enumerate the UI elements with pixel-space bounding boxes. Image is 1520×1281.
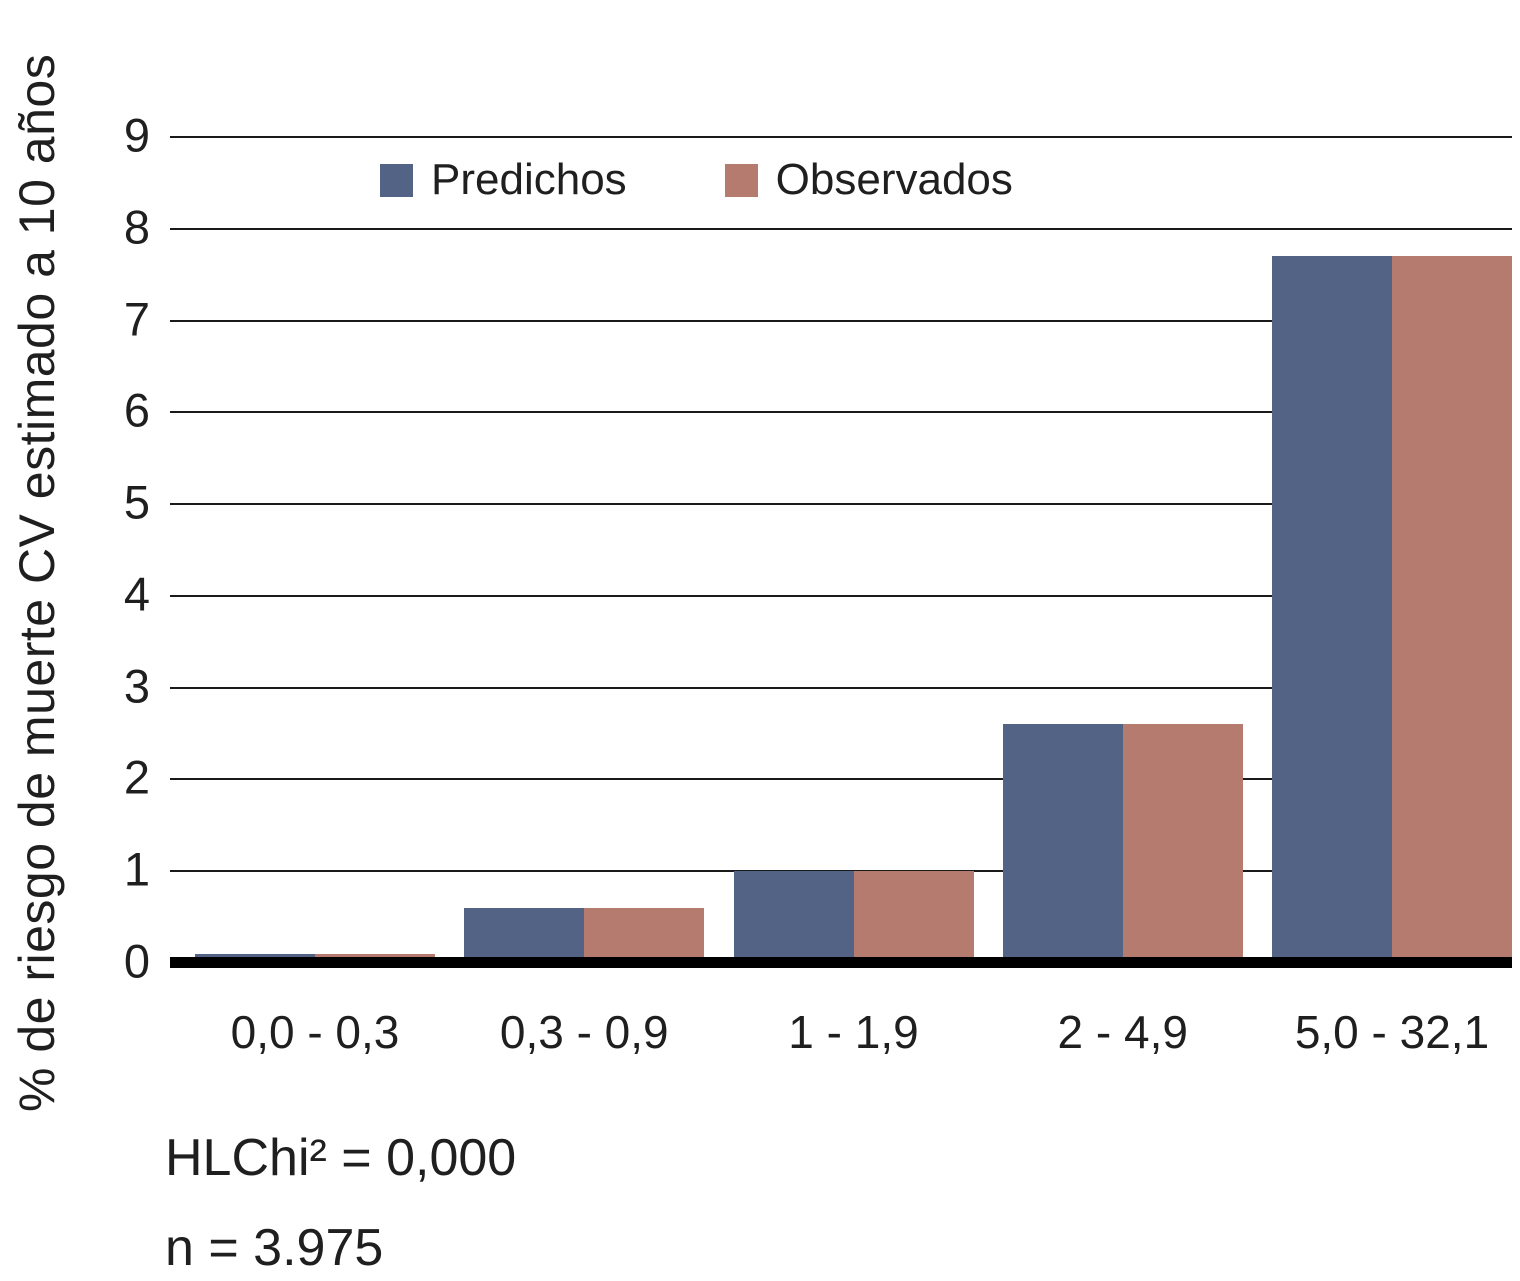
bar-predichos-5 xyxy=(1272,256,1392,963)
legend: Predichos Observados xyxy=(380,155,1013,205)
legend-label-observados: Observados xyxy=(775,155,1013,204)
gridline-y8 xyxy=(170,227,1512,230)
bar-predichos-2 xyxy=(464,907,585,963)
y-tick-label-0: 0 xyxy=(123,934,150,988)
y-tick-label-7: 7 xyxy=(123,291,150,345)
legend-swatch-predichos xyxy=(380,163,413,197)
bar-group-1: 0,0 - 0,3 xyxy=(195,137,435,1058)
gridline-y2 xyxy=(170,778,1512,781)
annotation-n: n = 3.975 xyxy=(165,1219,384,1277)
bar-observados-3 xyxy=(853,871,974,963)
gridline-y5 xyxy=(170,503,1512,506)
y-axis-title: % de riesgo de muerte CV estimado a 10 a… xyxy=(9,53,65,1112)
bar-observados-2 xyxy=(584,907,705,963)
annotation-hlchi: HLChi² = 0,000 xyxy=(165,1129,517,1187)
y-tick-label-8: 8 xyxy=(123,200,150,254)
x-axis-label-3: 1 - 1,9 xyxy=(788,1006,919,1058)
x-axis-line xyxy=(170,957,1512,968)
bar-groups: 0,0 - 0,3 0,3 - 0,9 1 - 1,9 2 - 4,9 5,0 - 32… xyxy=(170,137,1512,1058)
gridline-y7 xyxy=(170,319,1512,322)
bar-predichos-4 xyxy=(1002,724,1123,963)
x-axis-label-4: 2 - 4,9 xyxy=(1057,1006,1188,1058)
gridline-y4 xyxy=(170,594,1512,597)
legend-item-observados: Observados xyxy=(724,155,1013,205)
y-tick-label-2: 2 xyxy=(123,750,150,804)
bar-predichos-3 xyxy=(733,871,854,963)
bar-group-3: 1 - 1,9 xyxy=(733,137,974,1058)
x-axis-label-5: 5,0 - 32,1 xyxy=(1294,1006,1490,1058)
y-tick-label-6: 6 xyxy=(123,383,150,437)
y-tick-label-9: 9 xyxy=(123,108,150,162)
gridline-y1 xyxy=(170,870,1512,873)
gridline-y9 xyxy=(170,136,1512,138)
bar-group-5: 5,0 - 32,1 xyxy=(1272,137,1512,1058)
y-tick-label-4: 4 xyxy=(123,567,150,621)
y-tick-label-1: 1 xyxy=(123,842,150,896)
gridline-y3 xyxy=(170,686,1512,689)
x-axis-label-1: 0,0 - 0,3 xyxy=(230,1006,400,1058)
bar-observados-5 xyxy=(1392,256,1512,963)
gridline-y6 xyxy=(170,411,1512,414)
x-axis-label-2: 0,3 - 0,9 xyxy=(499,1006,669,1058)
bar-observados-4 xyxy=(1122,724,1243,963)
bar-group-2: 0,3 - 0,9 xyxy=(464,137,705,1058)
bar-group-4: 2 - 4,9 xyxy=(1002,137,1243,1058)
y-tick-label-3: 3 xyxy=(123,658,150,712)
legend-item-predichos: Predichos xyxy=(380,155,627,205)
legend-swatch-observados xyxy=(724,163,758,197)
y-tick-label-5: 5 xyxy=(123,475,150,529)
plot-area: 0 1 2 3 4 5 6 7 8 9 0,0 - 0,3 0,3 - 0,9 1 - 1,9 2 - … xyxy=(124,108,1512,1058)
legend-label-predichos: Predichos xyxy=(431,155,627,204)
